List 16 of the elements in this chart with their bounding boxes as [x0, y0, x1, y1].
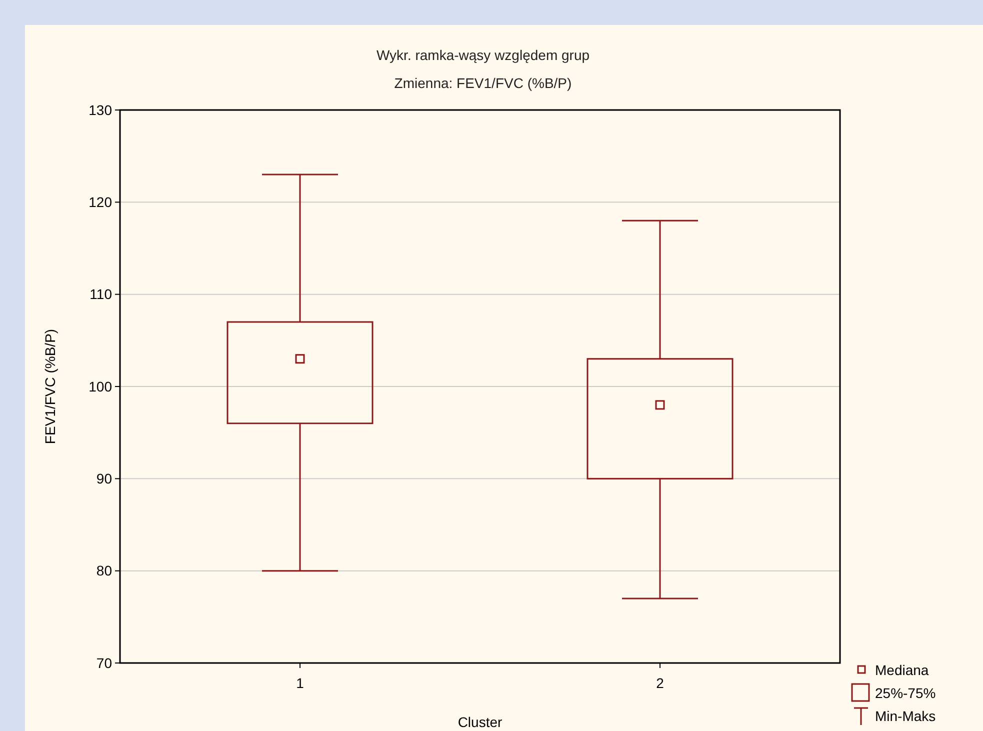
- chart-title: Wykr. ramka-wąsy względem grup: [376, 47, 590, 63]
- chart-subtitle: Zmienna: FEV1/FVC (%B/P): [394, 75, 572, 91]
- x-tick-label: 1: [296, 675, 304, 691]
- text: Mediana: [875, 662, 929, 678]
- y-tick-label: 90: [96, 470, 112, 487]
- y-tick-label: 70: [96, 654, 112, 671]
- text: Min-Maks: [875, 708, 936, 724]
- y-tick-label: 110: [90, 286, 112, 302]
- text: 25%-75%: [875, 684, 936, 701]
- y-axis-title: FEV1/FVC (%B/P): [42, 328, 58, 444]
- y-tick-label: 120: [88, 194, 112, 210]
- y-tick-label: 130: [88, 102, 112, 118]
- x-tick-label: 2: [656, 675, 664, 691]
- y-tick-label: 80: [96, 562, 112, 579]
- y-tick-label: 100: [88, 378, 112, 394]
- x-axis-title: Cluster: [458, 714, 503, 730]
